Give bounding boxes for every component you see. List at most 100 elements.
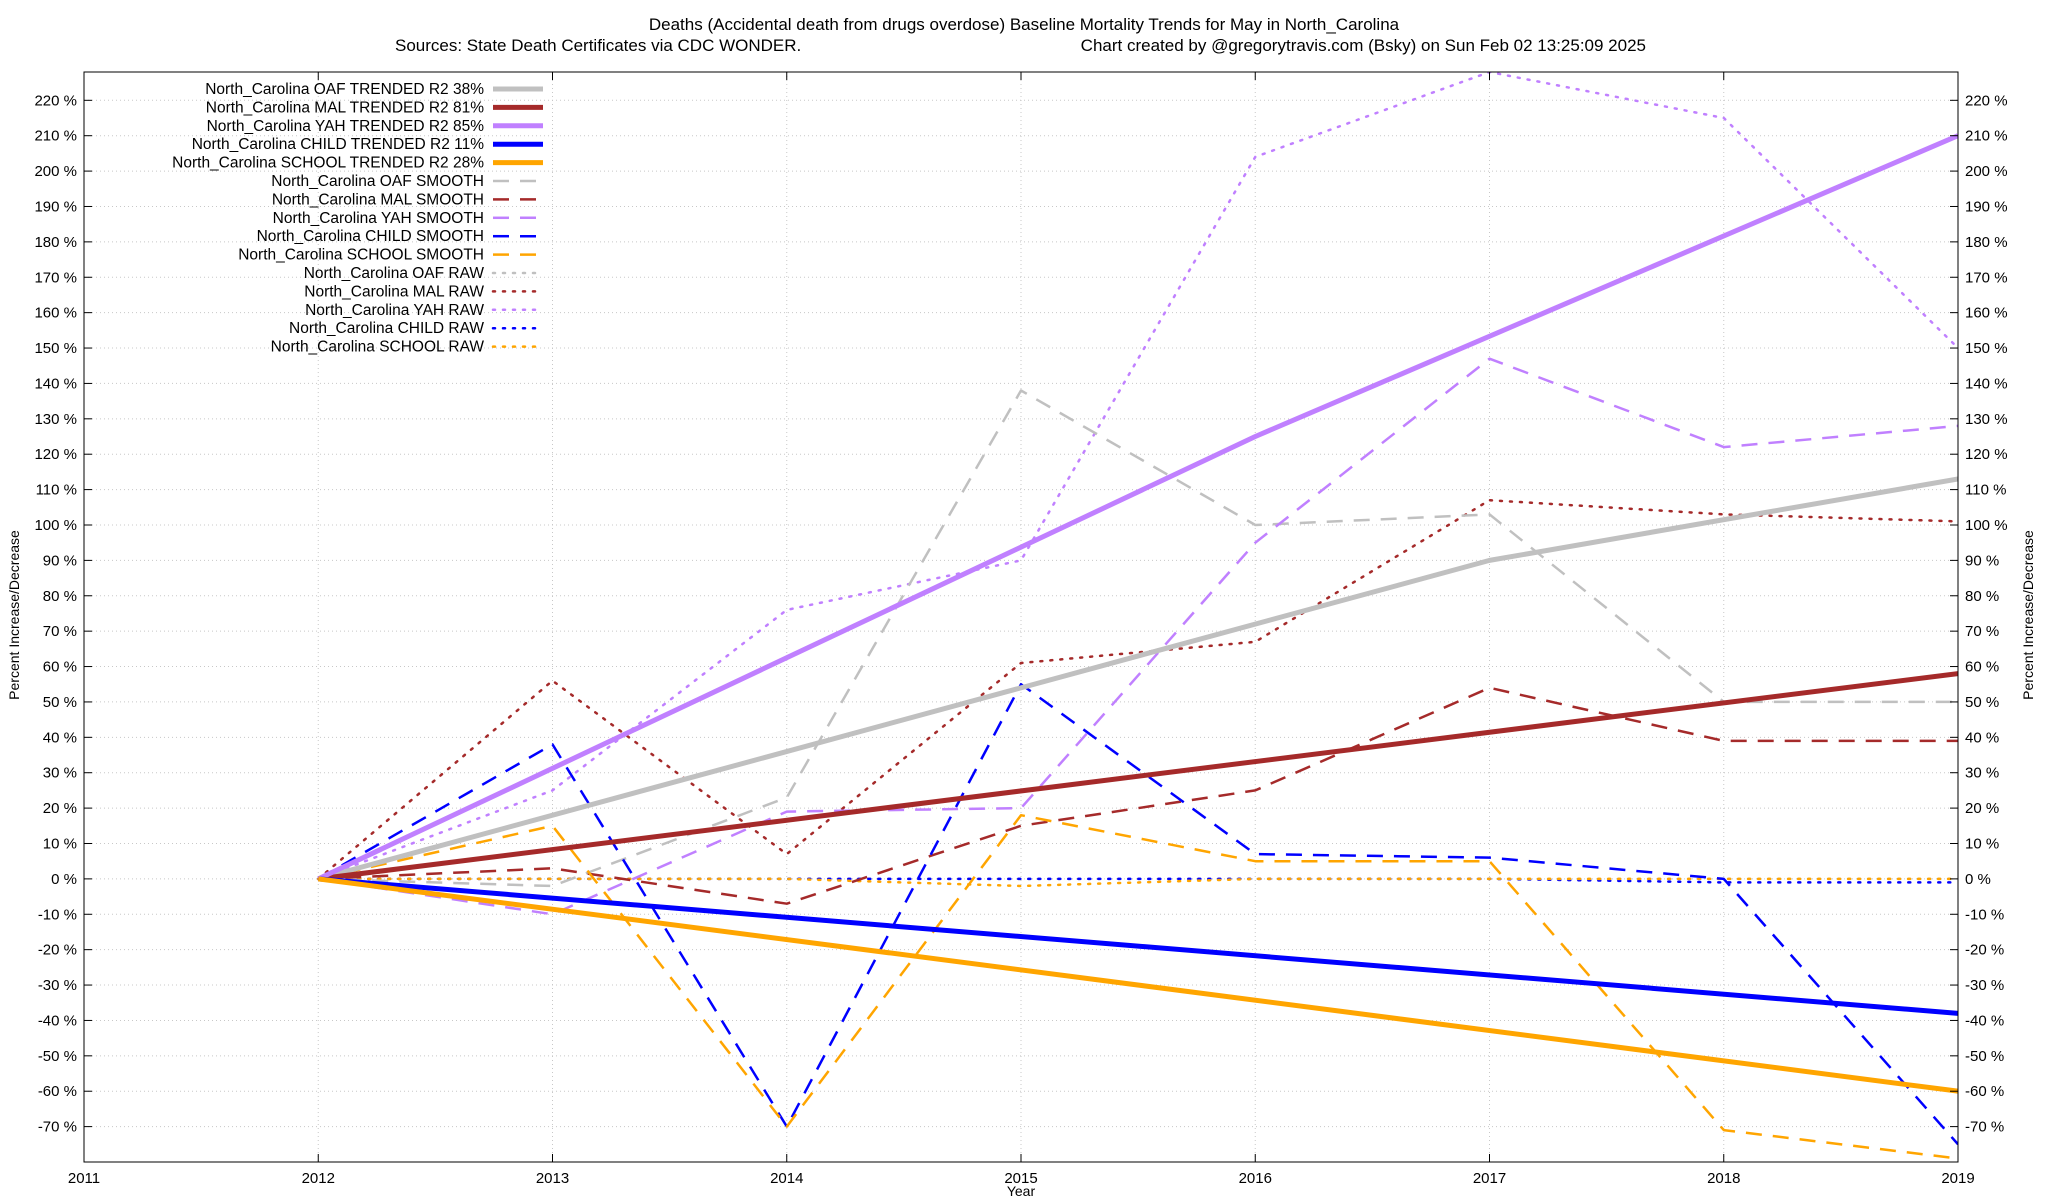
y-tick-label-left: 170 % [34, 269, 77, 286]
y-tick-label-right: 210 % [1965, 128, 2008, 145]
x-tick-label: 2018 [1707, 1170, 1740, 1187]
y-tick-label-right: 160 % [1965, 305, 2008, 322]
y-tick-label-left: -20 % [38, 942, 77, 959]
x-tick-label: 2019 [1941, 1170, 1974, 1187]
y-tick-label-left: 150 % [34, 340, 77, 357]
x-tick-label: 2012 [302, 1170, 335, 1187]
legend-label: North_Carolina MAL SMOOTH [272, 191, 484, 208]
y-tick-label-left: 110 % [36, 482, 77, 499]
y-tick-label-right: 70 % [1965, 623, 1999, 640]
y-tick-label-right: 100 % [1965, 517, 2008, 534]
legend-label: North_Carolina SCHOOL SMOOTH [238, 247, 484, 264]
x-tick-label: 2014 [770, 1170, 803, 1187]
y-tick-label-right: 130 % [1965, 411, 2008, 428]
legend-label: North_Carolina CHILD RAW [289, 320, 484, 337]
y-tick-label-left: 210 % [34, 128, 77, 145]
series-line-trend-0 [317, 476, 1958, 882]
y-tick-label-right: 50 % [1965, 694, 1999, 711]
legend-label: North_Carolina SCHOOL RAW [271, 339, 485, 356]
legend-label: North_Carolina YAH RAW [305, 302, 484, 319]
y-tick-label-right: 150 % [1965, 340, 2008, 357]
y-tick-label-left: 200 % [34, 163, 77, 180]
series-line-raw-14 [317, 877, 1958, 888]
y-tick-label-right: 20 % [1965, 800, 1999, 817]
y-tick-label-right: 90 % [1965, 552, 1999, 569]
chart-subtitle-right: Chart created by @gregorytravis.com (Bsk… [1081, 36, 1646, 55]
y-tick-label-right: -60 % [1965, 1083, 2004, 1100]
series-line-smooth-7 [318, 357, 1958, 916]
y-tick-label-right: -40 % [1965, 1012, 2004, 1029]
y-tick-label-right: 60 % [1965, 659, 1999, 676]
y-tick-label-left: 120 % [34, 446, 77, 463]
y-tick-label-right: 170 % [1965, 269, 2008, 286]
series-line-trend-2 [317, 133, 1958, 882]
y-tick-label-right: 200 % [1965, 163, 2008, 180]
legend-label: North_Carolina SCHOOL TRENDED R2 28% [172, 155, 484, 172]
legend-label: North_Carolina YAH TRENDED R2 85% [207, 118, 485, 135]
y-tick-label-left: -40 % [38, 1012, 77, 1029]
y-tick-label-left: 40 % [43, 729, 77, 746]
y-tick-label-right: 80 % [1965, 588, 1999, 605]
y-tick-label-left: 80 % [43, 588, 77, 605]
y-tick-label-left: 60 % [43, 659, 77, 676]
axis-ticks: 2011 2012 2013 2014 2015 2016 2017 2018 2019 -70 … [34, 72, 2008, 1187]
grid [84, 72, 1958, 1162]
x-tick-label: 2011 [68, 1170, 100, 1187]
y-tick-label-right: 0 % [1965, 871, 1991, 888]
legend-label: North_Carolina CHILD TRENDED R2 11% [192, 136, 485, 153]
x-axis-label: Year [1007, 1183, 1036, 1199]
y-tick-label-left: 160 % [34, 305, 77, 322]
chart-title: Deaths (Accidental death from drugs over… [649, 15, 1400, 34]
y-tick-label-right: 40 % [1965, 729, 1999, 746]
series-lines [317, 72, 1958, 1160]
y-tick-label-left: -50 % [38, 1048, 77, 1065]
y-tick-label-left: -30 % [38, 977, 77, 994]
x-tick-label: 2013 [536, 1170, 569, 1187]
series-line-trend-3 [318, 876, 1958, 1016]
y-tick-label-left: 220 % [34, 92, 77, 109]
legend-label: North_Carolina OAF TRENDED R2 38% [205, 81, 484, 98]
y-tick-label-right: -50 % [1965, 1048, 2004, 1065]
y-tick-label-left: 10 % [43, 835, 77, 852]
y-tick-label-left: 50 % [43, 694, 77, 711]
y-tick-label-right: 220 % [1965, 92, 2008, 109]
y-axis-label: Percent Increase/Decrease [6, 530, 22, 700]
y-tick-label-right: -20 % [1965, 942, 2004, 959]
y-tick-label-left: 30 % [43, 765, 77, 782]
series-line-smooth-9 [318, 813, 1958, 1160]
series-line-smooth-6 [318, 686, 1958, 905]
x-tick-label: 2015 [1004, 1170, 1037, 1187]
y-tick-label-left: 20 % [43, 800, 77, 817]
y-tick-label-left: -10 % [38, 906, 77, 923]
x-tick-label: 2016 [1239, 1170, 1272, 1187]
y-tick-label-left: 180 % [34, 234, 77, 251]
legend-label: North_Carolina OAF RAW [304, 265, 485, 282]
legend-label: North_Carolina OAF SMOOTH [271, 173, 484, 190]
series-line-raw-11 [317, 498, 1958, 881]
y-tick-label-right: 110 % [1965, 482, 2006, 499]
x-tick-label: 2017 [1473, 1170, 1506, 1187]
y-tick-label-right: -30 % [1965, 977, 2004, 994]
y-tick-label-left: 0 % [51, 871, 77, 888]
legend-label: North_Carolina YAH SMOOTH [273, 210, 484, 227]
y-tick-label-right: 30 % [1965, 765, 1999, 782]
y-tick-label-left: -60 % [38, 1083, 77, 1100]
y-tick-label-left: -70 % [38, 1119, 77, 1136]
legend-label: North_Carolina MAL RAW [304, 283, 484, 300]
legend-label: North_Carolina CHILD SMOOTH [257, 228, 484, 245]
y-tick-label-right: 140 % [1965, 375, 2008, 392]
y-axis-label-right: Percent Increase/Decrease [2020, 530, 2036, 700]
y-tick-label-left: 140 % [34, 375, 77, 392]
series-line-smooth-5 [318, 389, 1958, 888]
y-tick-label-right: -10 % [1965, 906, 2004, 923]
y-tick-label-left: 130 % [34, 411, 77, 428]
y-tick-label-right: 190 % [1965, 198, 2008, 215]
series-line-smooth-8 [317, 682, 1958, 1146]
y-tick-label-right: 180 % [1965, 234, 2008, 251]
y-tick-label-right: 120 % [1965, 446, 2008, 463]
legend-label: North_Carolina MAL TRENDED R2 81% [206, 99, 484, 116]
y-tick-label-right: -70 % [1965, 1119, 2004, 1136]
chart-subtitle-left: Sources: State Death Certificates via CD… [395, 36, 801, 55]
series-line-raw-12 [317, 72, 1958, 881]
